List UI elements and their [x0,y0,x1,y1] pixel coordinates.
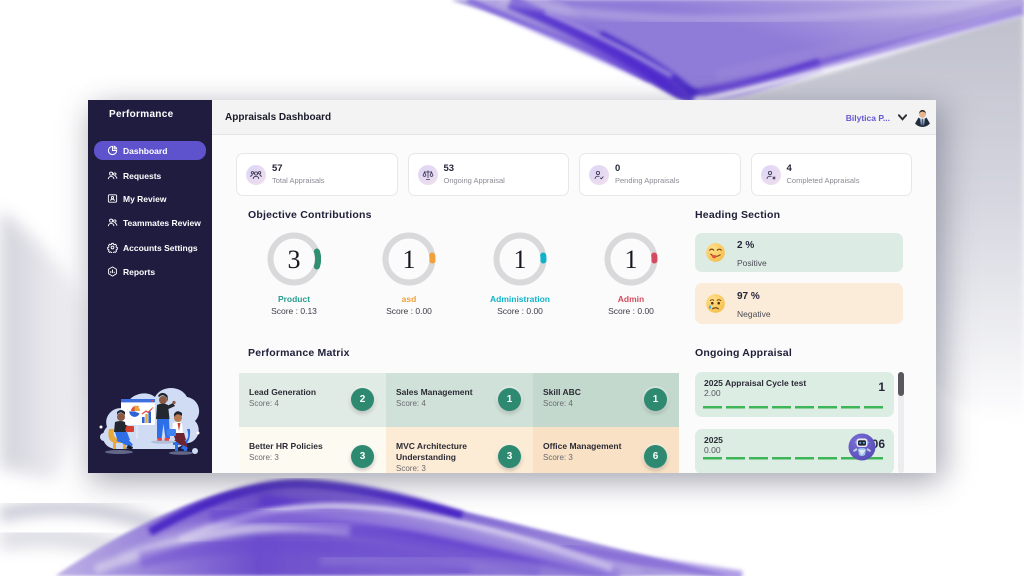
svg-text:3: 3 [288,245,301,274]
svg-text:1: 1 [403,245,416,274]
svg-text:1: 1 [514,245,527,274]
svg-text:1: 1 [625,245,638,274]
